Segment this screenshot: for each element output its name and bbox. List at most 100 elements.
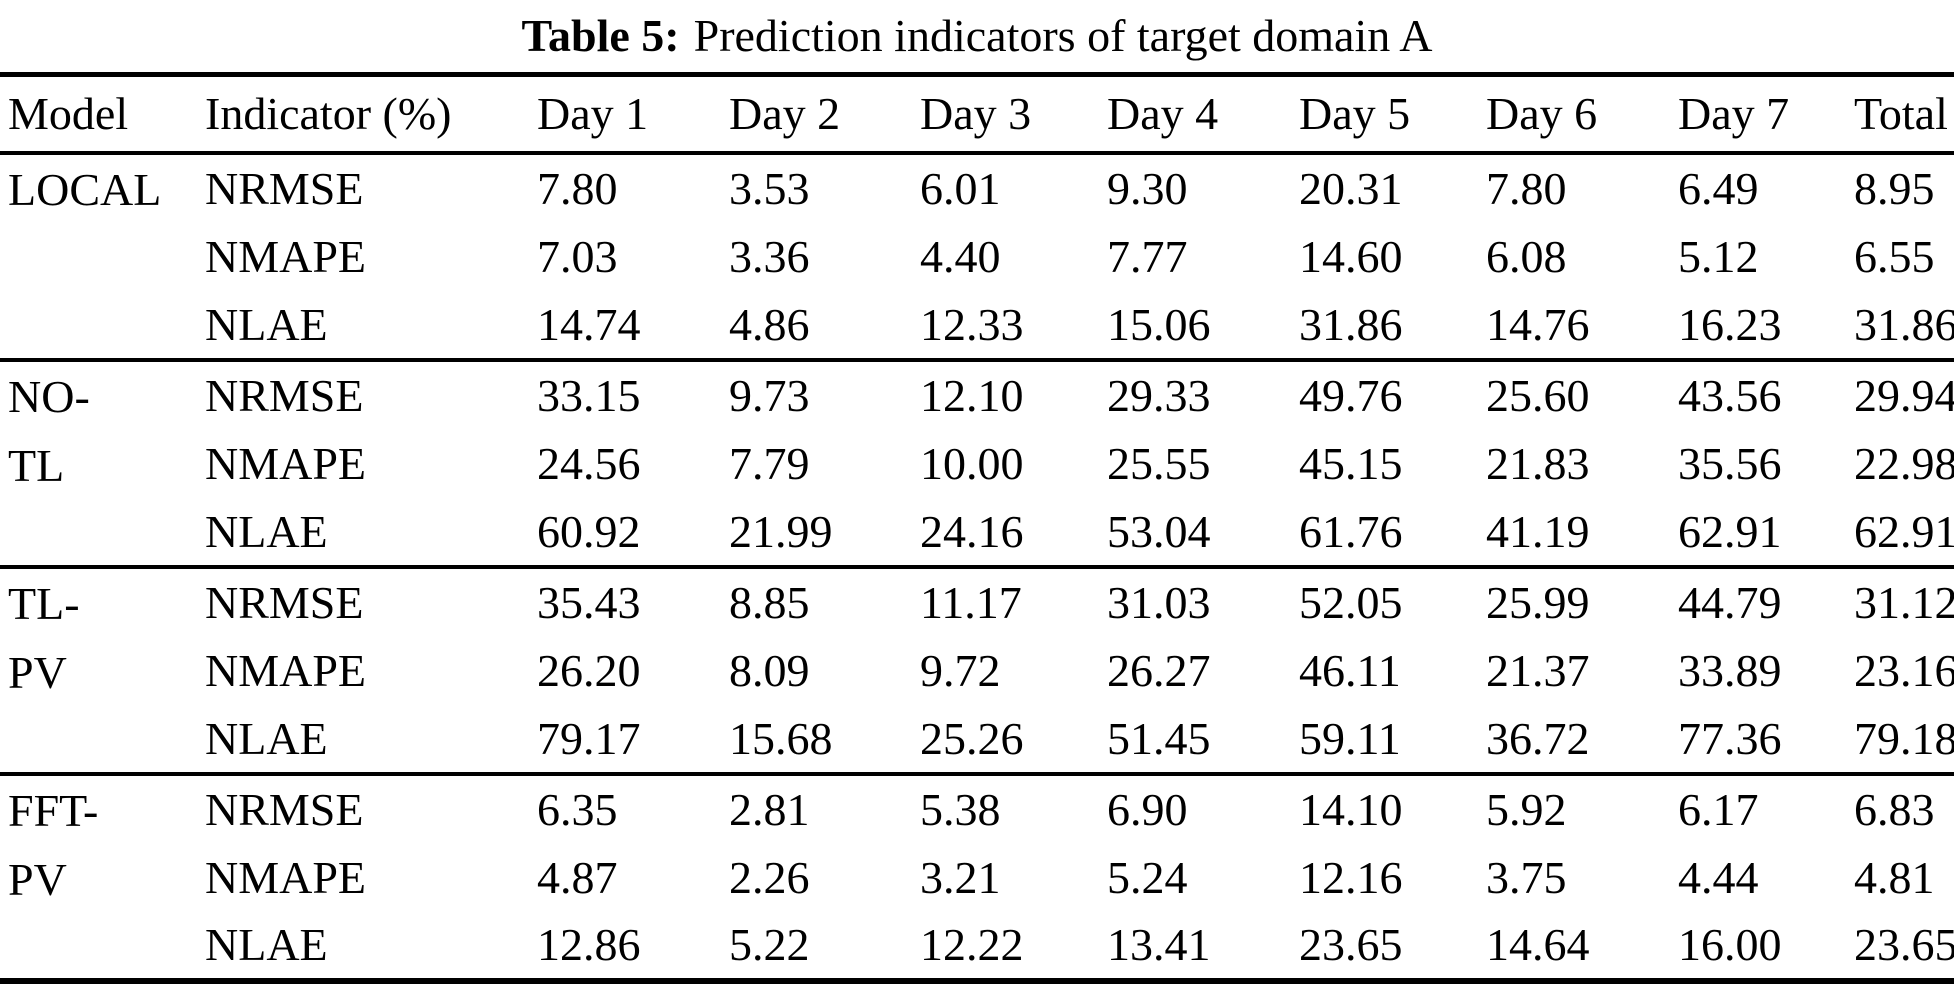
value-cell: 25.99 <box>1486 576 1590 628</box>
column-header-day-7: Day 7 <box>1678 88 1790 140</box>
column-header-day-5: Day 5 <box>1299 88 1411 140</box>
value-cell: 6.90 <box>1107 783 1188 835</box>
value-cell: 6.08 <box>1486 230 1567 282</box>
column-header-day-4: Day 4 <box>1107 88 1219 140</box>
table-caption-text: Prediction indicators of target domain A <box>693 10 1433 61</box>
value-cell: 33.89 <box>1678 644 1782 696</box>
value-cell: 9.30 <box>1107 162 1188 214</box>
value-cell: 7.77 <box>1107 230 1188 282</box>
value-cell: 3.36 <box>729 230 810 282</box>
value-cell: 6.83 <box>1854 783 1935 835</box>
header-row: Model Indicator (%) Day 1 Day 2 Day 3 Day 4 Da… <box>0 75 1954 153</box>
value-cell: 33.15 <box>537 369 641 421</box>
value-cell: 6.49 <box>1678 162 1759 214</box>
value-cell: 23.16 <box>1854 644 1954 696</box>
value-cell: 62.91 <box>1854 505 1954 557</box>
table-row: FFT- PV NRMSE 6.35 2.81 5.38 6.90 14.10 5.92 6.1… <box>0 774 1954 905</box>
column-header-day-3: Day 3 <box>920 88 1032 140</box>
column-header-day-1: Day 1 <box>537 88 649 140</box>
value-cell: 2.81 <box>729 783 810 835</box>
table-caption: Table 5: Prediction indicators of target … <box>0 0 1954 64</box>
value-cell: 12.86 <box>537 919 641 970</box>
value-cell: 31.86 <box>1299 298 1403 350</box>
value-cell: 7.80 <box>1486 162 1567 214</box>
indicator-name: NLAE <box>205 298 328 350</box>
value-cell: 7.79 <box>729 437 810 489</box>
indicator-name: NMAPE <box>205 644 367 696</box>
value-cell: 62.91 <box>1678 505 1782 557</box>
indicator-name: NLAE <box>205 712 328 764</box>
column-header-total: Total <box>1854 88 1948 140</box>
value-cell: 29.33 <box>1107 369 1211 421</box>
value-cell: 79.17 <box>537 712 641 764</box>
value-cell: 35.43 <box>537 576 641 628</box>
value-cell: 11.17 <box>920 576 1022 628</box>
value-cell: 14.10 <box>1299 783 1403 835</box>
value-cell: 15.06 <box>1107 298 1211 350</box>
value-cell: 3.21 <box>920 851 1001 903</box>
value-cell: 4.40 <box>920 230 1001 282</box>
value-cell: 12.33 <box>920 298 1024 350</box>
value-cell: 31.12 <box>1854 576 1954 628</box>
table-row: NMAPE 26.20 8.09 9.72 26.27 46.11 21.37 33.89 23… <box>0 636 1954 705</box>
value-cell: 8.95 <box>1854 162 1935 214</box>
model-group: NO- TL NRMSE 33.15 9.73 12.10 29.33 49.76 25.60… <box>0 360 1954 567</box>
value-cell: 16.23 <box>1678 298 1782 350</box>
value-cell: 6.35 <box>537 783 618 835</box>
value-cell: 25.26 <box>920 712 1024 764</box>
table-row: NMAPE 7.03 3.36 4.40 7.77 14.60 6.08 5.12 6.55 <box>0 222 1954 291</box>
value-cell: 25.60 <box>1486 369 1590 421</box>
value-cell: 52.05 <box>1299 576 1403 628</box>
value-cell: 24.56 <box>537 437 641 489</box>
value-cell: 7.03 <box>537 230 618 282</box>
value-cell: 53.04 <box>1107 505 1211 557</box>
value-cell: 51.45 <box>1107 712 1211 764</box>
value-cell: 4.44 <box>1678 851 1759 903</box>
value-cell: 29.94 <box>1854 369 1954 421</box>
value-cell: 22.98 <box>1854 437 1954 489</box>
value-cell: 24.16 <box>920 505 1024 557</box>
column-header-day-6: Day 6 <box>1486 88 1598 140</box>
value-cell: 16.00 <box>1678 919 1782 970</box>
indicator-name: NLAE <box>205 505 328 557</box>
value-cell: 20.31 <box>1299 162 1403 214</box>
value-cell: 21.83 <box>1486 437 1590 489</box>
value-cell: 26.20 <box>537 644 641 696</box>
value-cell: 23.65 <box>1299 919 1403 970</box>
column-header-day-2: Day 2 <box>729 88 841 140</box>
model-name: TL- PV <box>8 577 80 698</box>
indicator-name: NRMSE <box>205 369 364 421</box>
value-cell: 44.79 <box>1678 576 1782 628</box>
value-cell: 2.26 <box>729 851 810 903</box>
model-group: TL- PV NRMSE 35.43 8.85 11.17 31.03 52.05 25.99… <box>0 567 1954 774</box>
model-name: LOCAL <box>8 163 162 215</box>
value-cell: 8.85 <box>729 576 810 628</box>
column-header-model: Model <box>8 88 129 140</box>
results-table: Model Indicator (%) Day 1 Day 2 Day 3 Day 4 Da… <box>0 72 1954 984</box>
value-cell: 26.27 <box>1107 644 1211 696</box>
value-cell: 3.75 <box>1486 851 1567 903</box>
table-row: NMAPE 24.56 7.79 10.00 25.55 45.15 21.83 35.56 2… <box>0 429 1954 498</box>
value-cell: 5.38 <box>920 783 1001 835</box>
value-cell: 46.11 <box>1299 644 1401 696</box>
value-cell: 14.76 <box>1486 298 1590 350</box>
value-cell: 12.16 <box>1299 851 1403 903</box>
value-cell: 6.55 <box>1854 230 1935 282</box>
value-cell: 7.80 <box>537 162 618 214</box>
value-cell: 43.56 <box>1678 369 1782 421</box>
value-cell: 14.74 <box>537 298 641 350</box>
value-cell: 60.92 <box>537 505 641 557</box>
indicator-name: NRMSE <box>205 576 364 628</box>
value-cell: 45.15 <box>1299 437 1403 489</box>
table-row: NLAE 60.92 21.99 24.16 53.04 61.76 41.19 62.91 6… <box>0 498 1954 567</box>
model-name: FFT- PV <box>8 784 99 905</box>
indicator-name: NRMSE <box>205 162 364 214</box>
value-cell: 21.99 <box>729 505 833 557</box>
table-row: LOCAL NRMSE 7.80 3.53 6.01 9.30 20.31 7.80 6.49 8… <box>0 153 1954 222</box>
value-cell: 3.53 <box>729 162 810 214</box>
value-cell: 41.19 <box>1486 505 1590 557</box>
table-row: NLAE 12.86 5.22 12.22 13.41 23.65 14.64 16.00 23… <box>0 912 1954 981</box>
value-cell: 9.72 <box>920 644 1001 696</box>
column-header-indicator: Indicator (%) <box>205 88 452 140</box>
value-cell: 10.00 <box>920 437 1024 489</box>
